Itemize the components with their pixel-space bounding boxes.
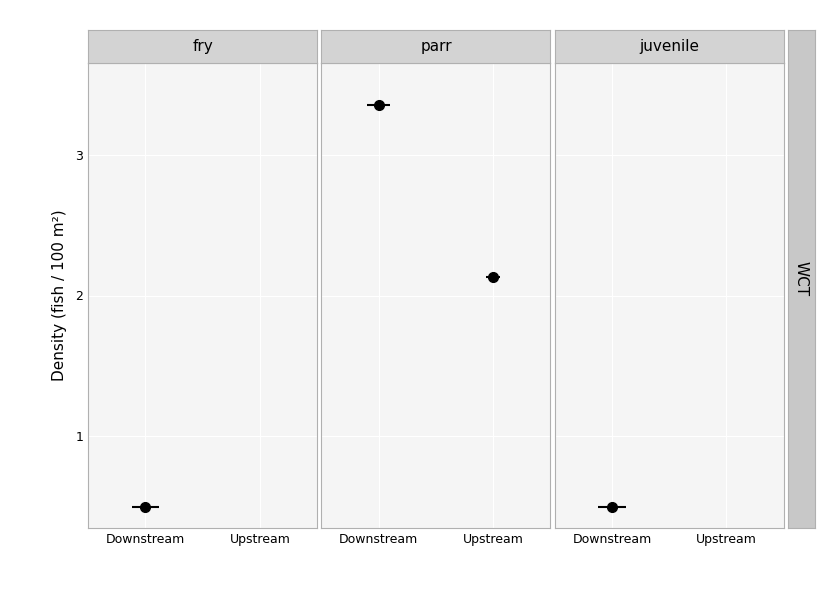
Text: WCT: WCT: [794, 262, 809, 296]
Y-axis label: Density (fish / 100 m²): Density (fish / 100 m²): [52, 209, 67, 382]
Text: parr: parr: [420, 39, 452, 54]
Text: juvenile: juvenile: [639, 39, 699, 54]
Text: fry: fry: [192, 39, 213, 54]
